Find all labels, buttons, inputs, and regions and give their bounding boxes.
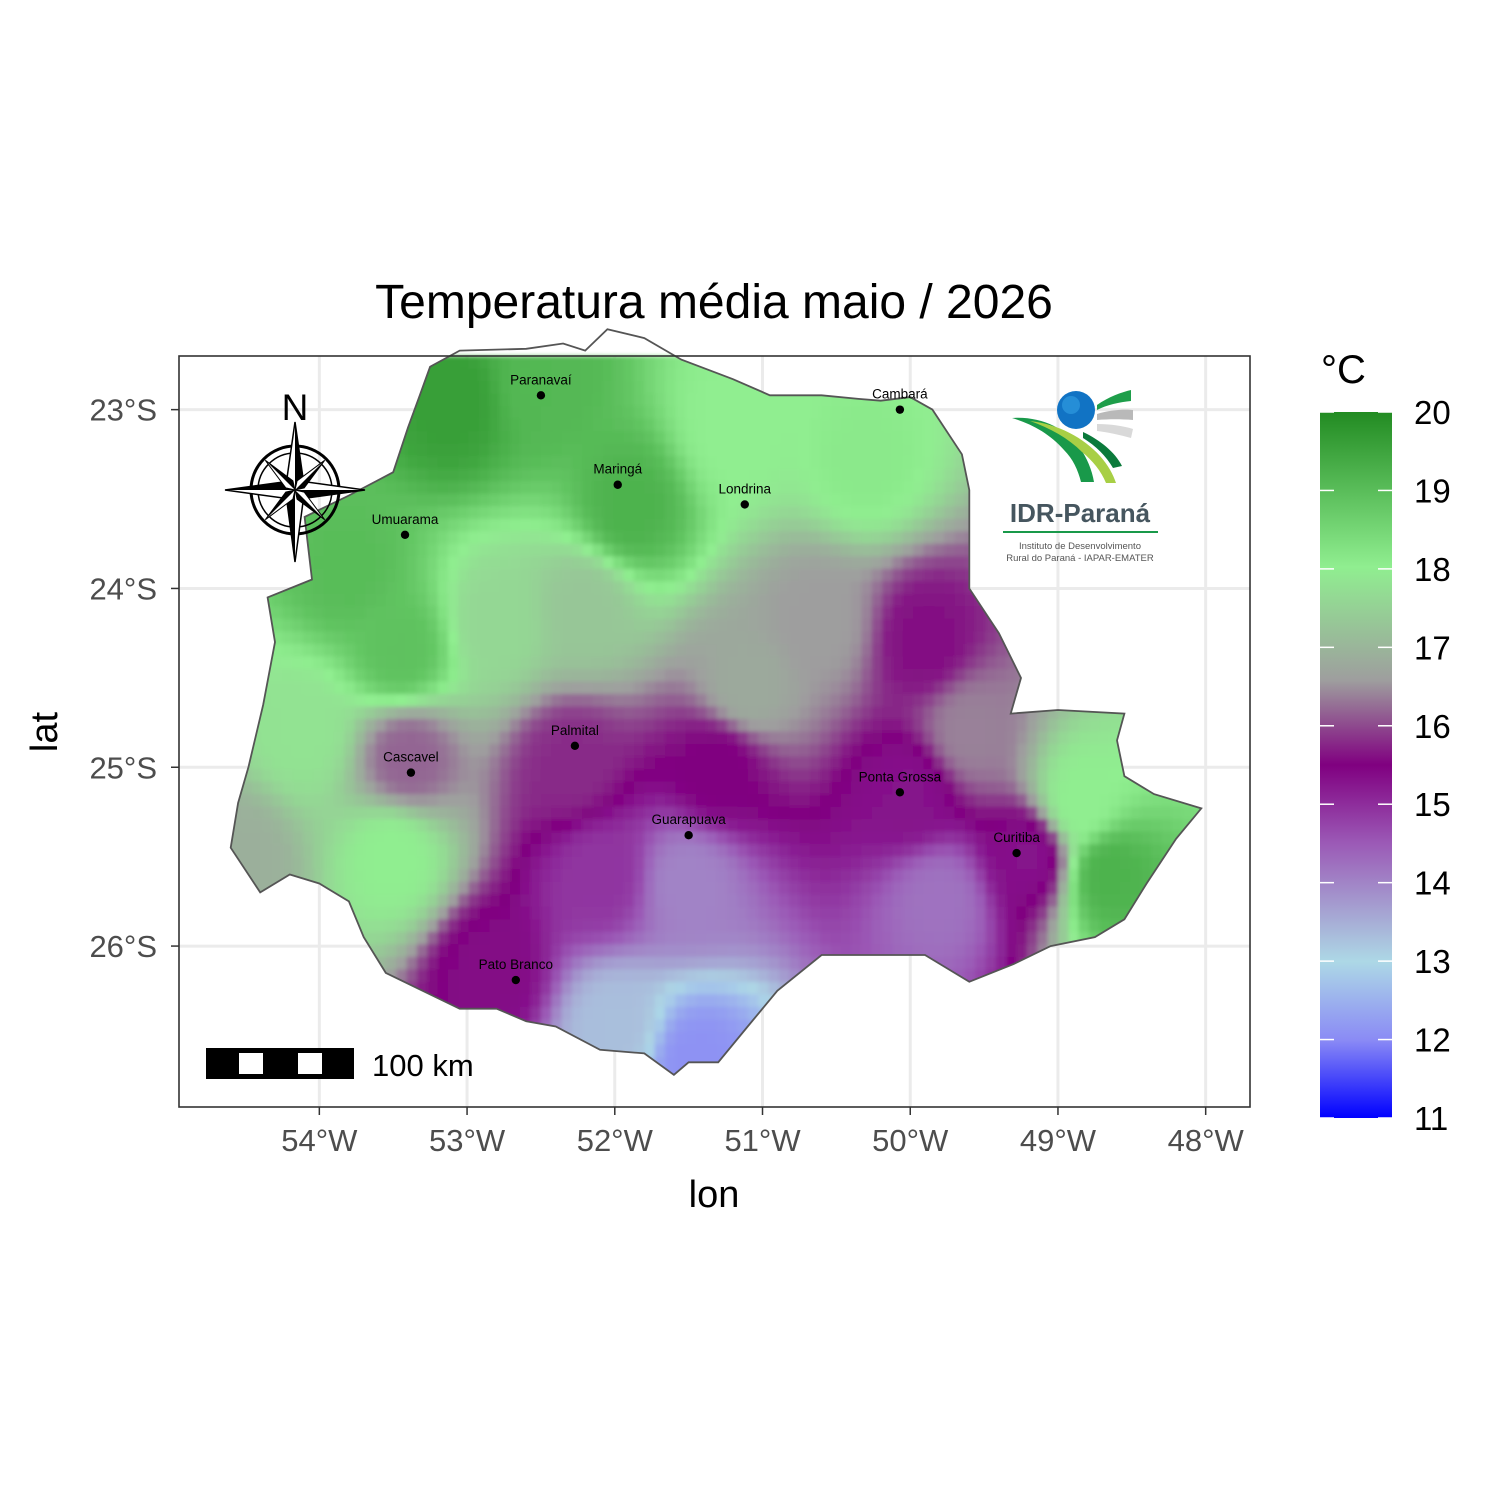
legend-tick-label: 18 xyxy=(1414,551,1451,588)
city-marker: Londrina xyxy=(719,481,772,509)
panel-border xyxy=(178,355,1251,1108)
x-tick-label: 48°W xyxy=(1168,1123,1245,1158)
y-tick-label: 24°S xyxy=(89,571,157,606)
city-label: Guarapuava xyxy=(651,812,726,827)
city-marker: Cascavel xyxy=(383,750,439,777)
x-tick-label: 50°W xyxy=(872,1123,949,1158)
legend-tick-label: 19 xyxy=(1414,472,1451,509)
city-label: Londrina xyxy=(719,481,772,496)
city-marker: Curitiba xyxy=(993,830,1040,858)
city-label: Maringá xyxy=(593,462,642,477)
city-point xyxy=(613,480,622,489)
colorbar xyxy=(1320,412,1392,1118)
x-tick-label: 49°W xyxy=(1020,1123,1097,1158)
city-marker: Cambará xyxy=(872,387,928,414)
legend-tick-label: 17 xyxy=(1414,629,1451,666)
logo-name: IDR-Paraná xyxy=(1010,498,1151,528)
y-axis-title: lat xyxy=(24,711,66,752)
temperature-field xyxy=(230,356,1202,1075)
city-marker: Palmital xyxy=(551,723,599,751)
legend-tick-label: 12 xyxy=(1414,1022,1451,1059)
map-title: Temperatura média maio / 2026 xyxy=(375,276,1053,329)
city-marker: Guarapuava xyxy=(651,812,726,840)
city-point xyxy=(684,831,693,840)
city-point xyxy=(740,500,749,509)
idr-parana-logo: IDR-Paraná Instituto de Desenvolvimento … xyxy=(1003,390,1158,564)
y-axis: 23°S 24°S 25°S 26°S xyxy=(89,393,179,964)
north-arrow-icon: N xyxy=(224,387,366,563)
city-label: Umuarama xyxy=(372,512,439,527)
y-tick-label: 23°S xyxy=(89,393,157,428)
legend-tick-label: 14 xyxy=(1414,865,1451,902)
city-point xyxy=(406,768,416,777)
city-point xyxy=(400,530,410,540)
legend-tick-label: 13 xyxy=(1414,943,1451,980)
city-label: Paranavaí xyxy=(510,372,572,387)
logo-subtitle-2: Rural do Paraná - IAPAR-EMATER xyxy=(1006,553,1154,564)
scale-bar-label: 100 km xyxy=(372,1048,474,1083)
logo-subtitle-1: Instituto de Desenvolvimento xyxy=(1019,541,1141,552)
x-tick-label: 54°W xyxy=(281,1123,358,1158)
city-point xyxy=(1012,848,1021,858)
x-axis: 54°W 53°W 52°W 51°W 50°W 49°W 48°W xyxy=(281,1107,1244,1158)
legend-tick-label: 16 xyxy=(1414,708,1451,745)
state-outline xyxy=(229,328,1203,1076)
city-marker: Paranavaí xyxy=(510,372,572,400)
city-marker: Ponta Grossa xyxy=(859,769,942,797)
y-tick-label: 26°S xyxy=(89,929,157,964)
legend-tick-label: 20 xyxy=(1414,394,1451,431)
city-marker: Umuarama xyxy=(372,512,439,540)
city-label: Curitiba xyxy=(993,830,1040,845)
legend-title: °C xyxy=(1321,348,1366,392)
city-label: Ponta Grossa xyxy=(859,769,942,784)
city-point xyxy=(570,741,580,751)
city-point xyxy=(895,788,905,797)
x-tick-label: 52°W xyxy=(577,1123,654,1158)
city-markers: Paranavaí Cambará Maringá Londrina Umuarama P… xyxy=(372,372,1040,985)
x-tick-label: 51°W xyxy=(724,1123,801,1158)
x-axis-title: lon xyxy=(689,1174,740,1216)
y-tick-label: 25°S xyxy=(89,750,157,785)
city-label: Pato Branco xyxy=(479,957,553,972)
city-point xyxy=(536,391,546,400)
city-label: Cambará xyxy=(872,387,928,402)
legend-tick-label: 15 xyxy=(1414,786,1451,823)
scale-bar: 100 km xyxy=(206,1048,474,1083)
city-label: Palmital xyxy=(551,723,599,738)
city-marker: Pato Branco xyxy=(479,957,553,985)
colorbar-legend: °C 11 12 13 14 15 16 17 18 19 20 xyxy=(1320,348,1451,1137)
north-label: N xyxy=(282,387,309,428)
city-point xyxy=(895,405,905,414)
x-tick-label: 53°W xyxy=(429,1123,506,1158)
legend-tick-label: 11 xyxy=(1414,1100,1448,1137)
city-marker: Maringá xyxy=(593,462,643,489)
city-label: Cascavel xyxy=(383,750,439,765)
city-point xyxy=(511,975,521,985)
